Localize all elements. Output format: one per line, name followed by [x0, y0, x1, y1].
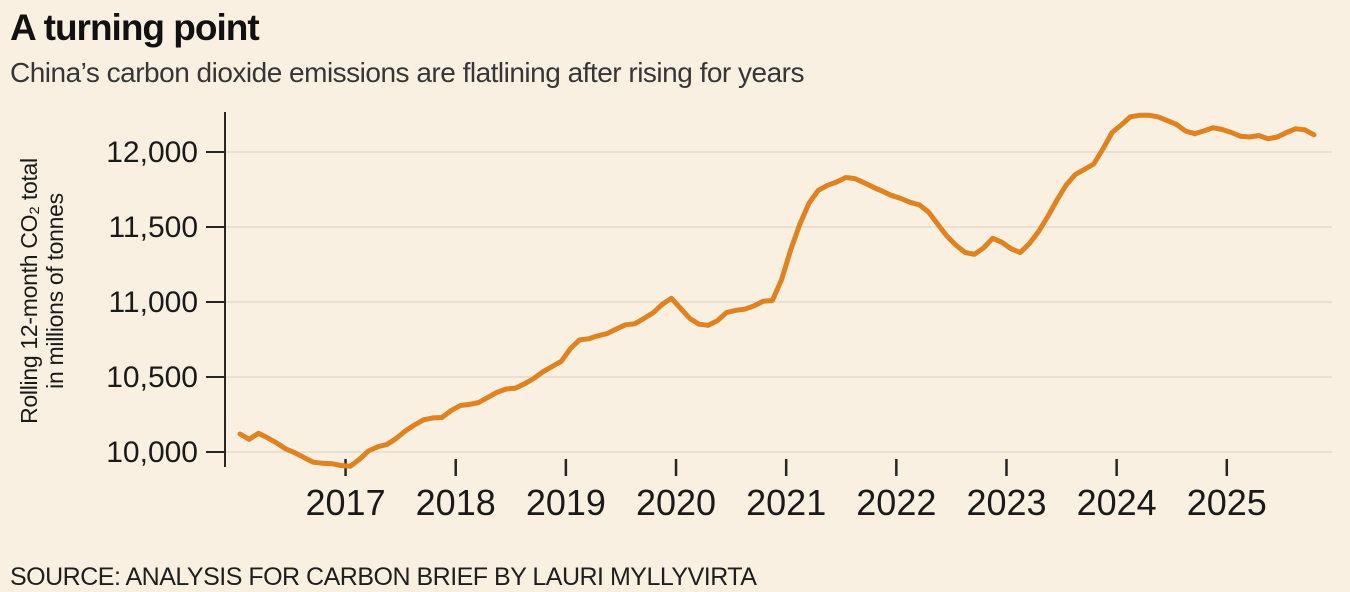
y-tick-label: 11,500 — [108, 211, 198, 244]
x-tick-label: 2021 — [746, 482, 826, 523]
x-tick-label: 2024 — [1077, 482, 1157, 523]
source-credit: SOURCE: ANALYSIS FOR CARBON BRIEF BY LAU… — [10, 563, 757, 591]
x-tick-label: 2023 — [966, 482, 1046, 523]
chart-title: A turning point — [10, 7, 260, 48]
x-tick-label: 2020 — [636, 482, 716, 523]
x-tick-label: 2019 — [526, 482, 606, 523]
y-tick-label: 11,000 — [108, 286, 198, 319]
chart-subtitle: China’s carbon dioxide emissions are fla… — [10, 57, 805, 88]
x-tick-label: 2025 — [1187, 482, 1267, 523]
emissions-line-chart: 10,000 10,500 11,000 11,500 12,000 2017 2018 20… — [106, 112, 1332, 523]
y-tick-label: 12,000 — [106, 136, 198, 169]
y-tick-label: 10,500 — [106, 361, 198, 394]
x-tick-label: 2017 — [306, 482, 386, 523]
x-tick-label: 2022 — [856, 482, 936, 523]
emissions-line — [237, 112, 1317, 469]
x-tick-label: 2018 — [416, 482, 496, 523]
y-tick-label: 10,000 — [106, 436, 198, 469]
